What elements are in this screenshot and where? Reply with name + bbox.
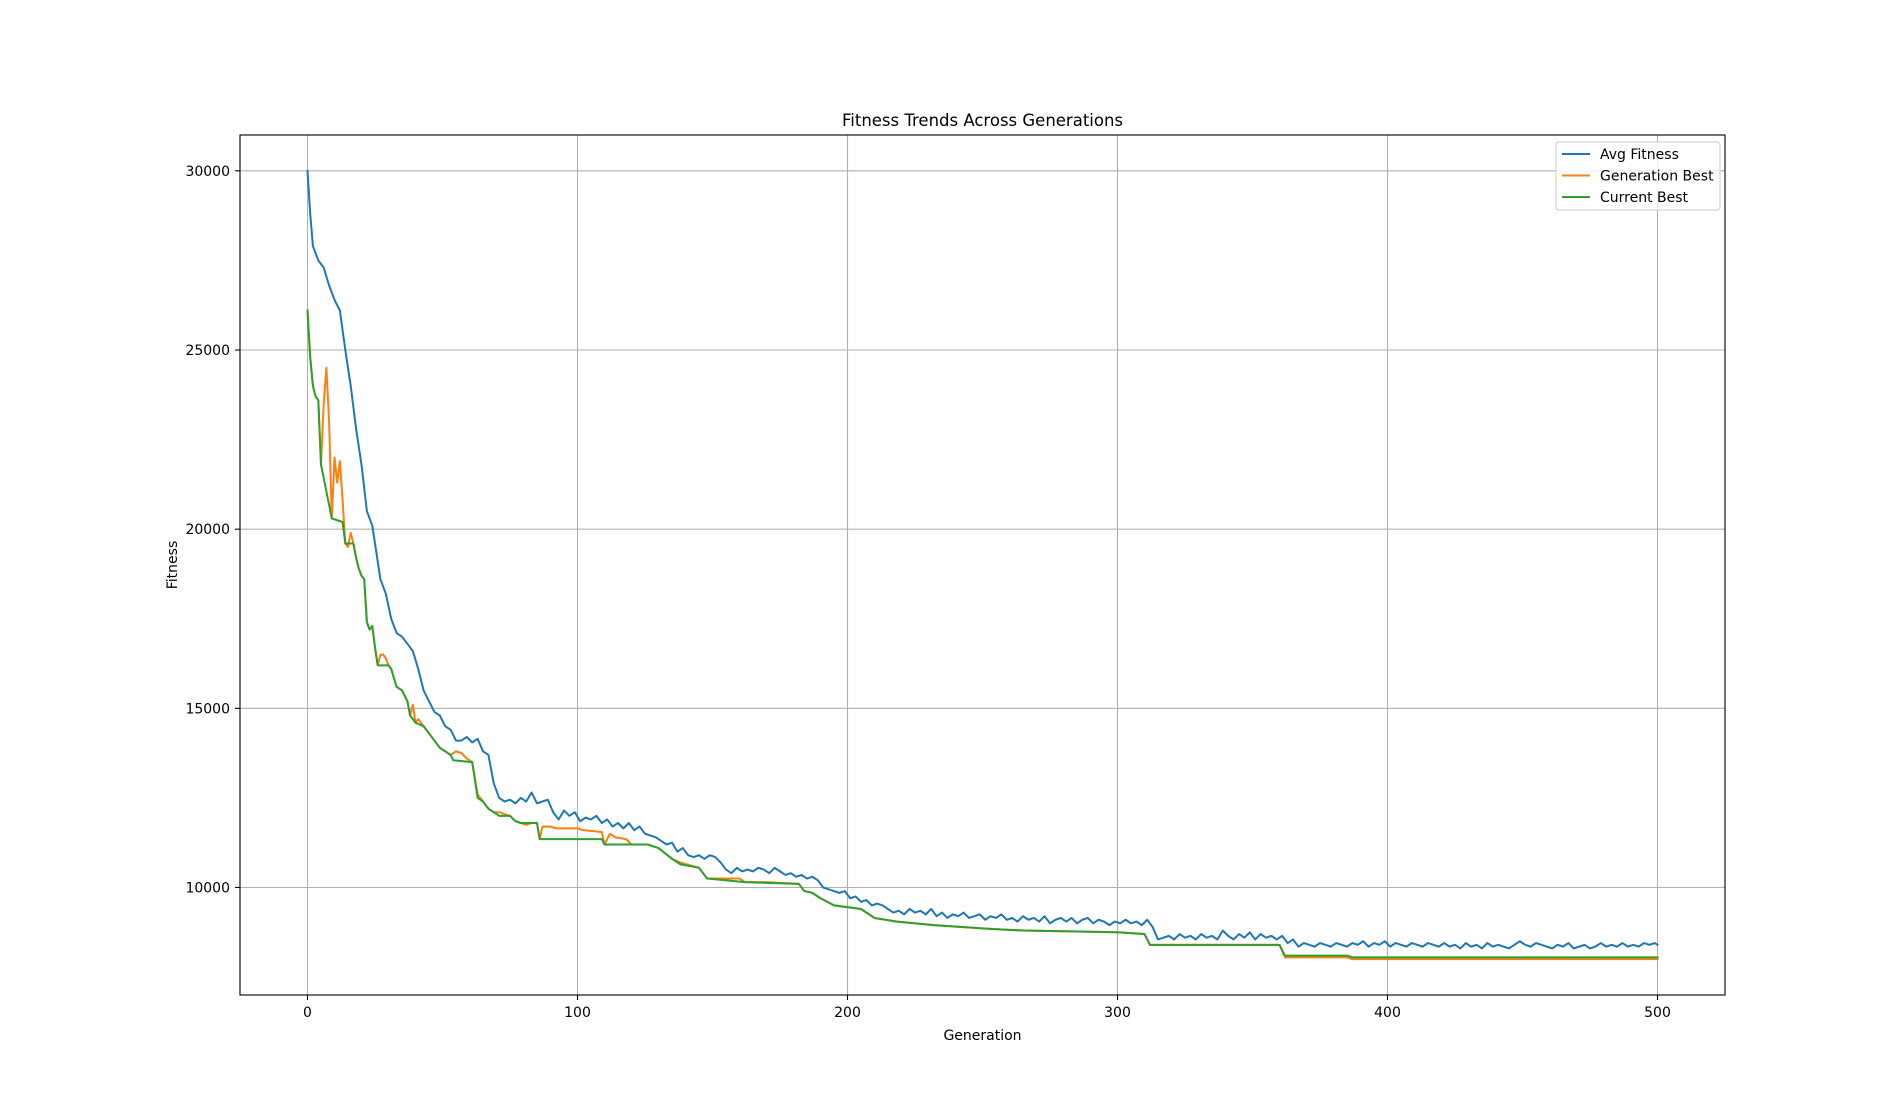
y-tick-label: 20000: [185, 522, 230, 538]
series-line-3: [306, 309, 1659, 959]
x-tick-label: 500: [1644, 1005, 1671, 1021]
axis-ticks: 0 100 200 300 400 500 10000 15000 20000 25000 3000…: [185, 164, 1670, 1021]
legend-label: Generation Best: [1600, 169, 1714, 185]
x-tick-label: 300: [1104, 1005, 1131, 1021]
legend-box: [1555, 141, 1721, 211]
x-tick-label: 0: [303, 1005, 312, 1021]
plot-series: [306, 169, 1659, 961]
grid-lines: [240, 135, 1725, 995]
x-axis-label: Generation: [943, 1028, 1021, 1044]
legend-label: Avg Fitness: [1600, 147, 1679, 163]
x-tick-label: 100: [564, 1005, 591, 1021]
y-tick-label: 10000: [185, 881, 230, 897]
y-tick-label: 30000: [185, 164, 230, 180]
series-line-1: [306, 169, 1659, 950]
y-tick-label: 25000: [185, 343, 230, 359]
legend: Avg Fitness Generation Best Current Best: [1555, 141, 1721, 211]
chart-title: Fitness Trends Across Generations: [842, 111, 1123, 130]
legend-label: Current Best: [1600, 190, 1689, 206]
y-axis-label: Fitness: [165, 541, 181, 590]
x-tick-label: 400: [1374, 1005, 1401, 1021]
x-tick-label: 200: [834, 1005, 861, 1021]
y-tick-label: 15000: [185, 701, 230, 717]
axes-frame: [239, 134, 1726, 996]
